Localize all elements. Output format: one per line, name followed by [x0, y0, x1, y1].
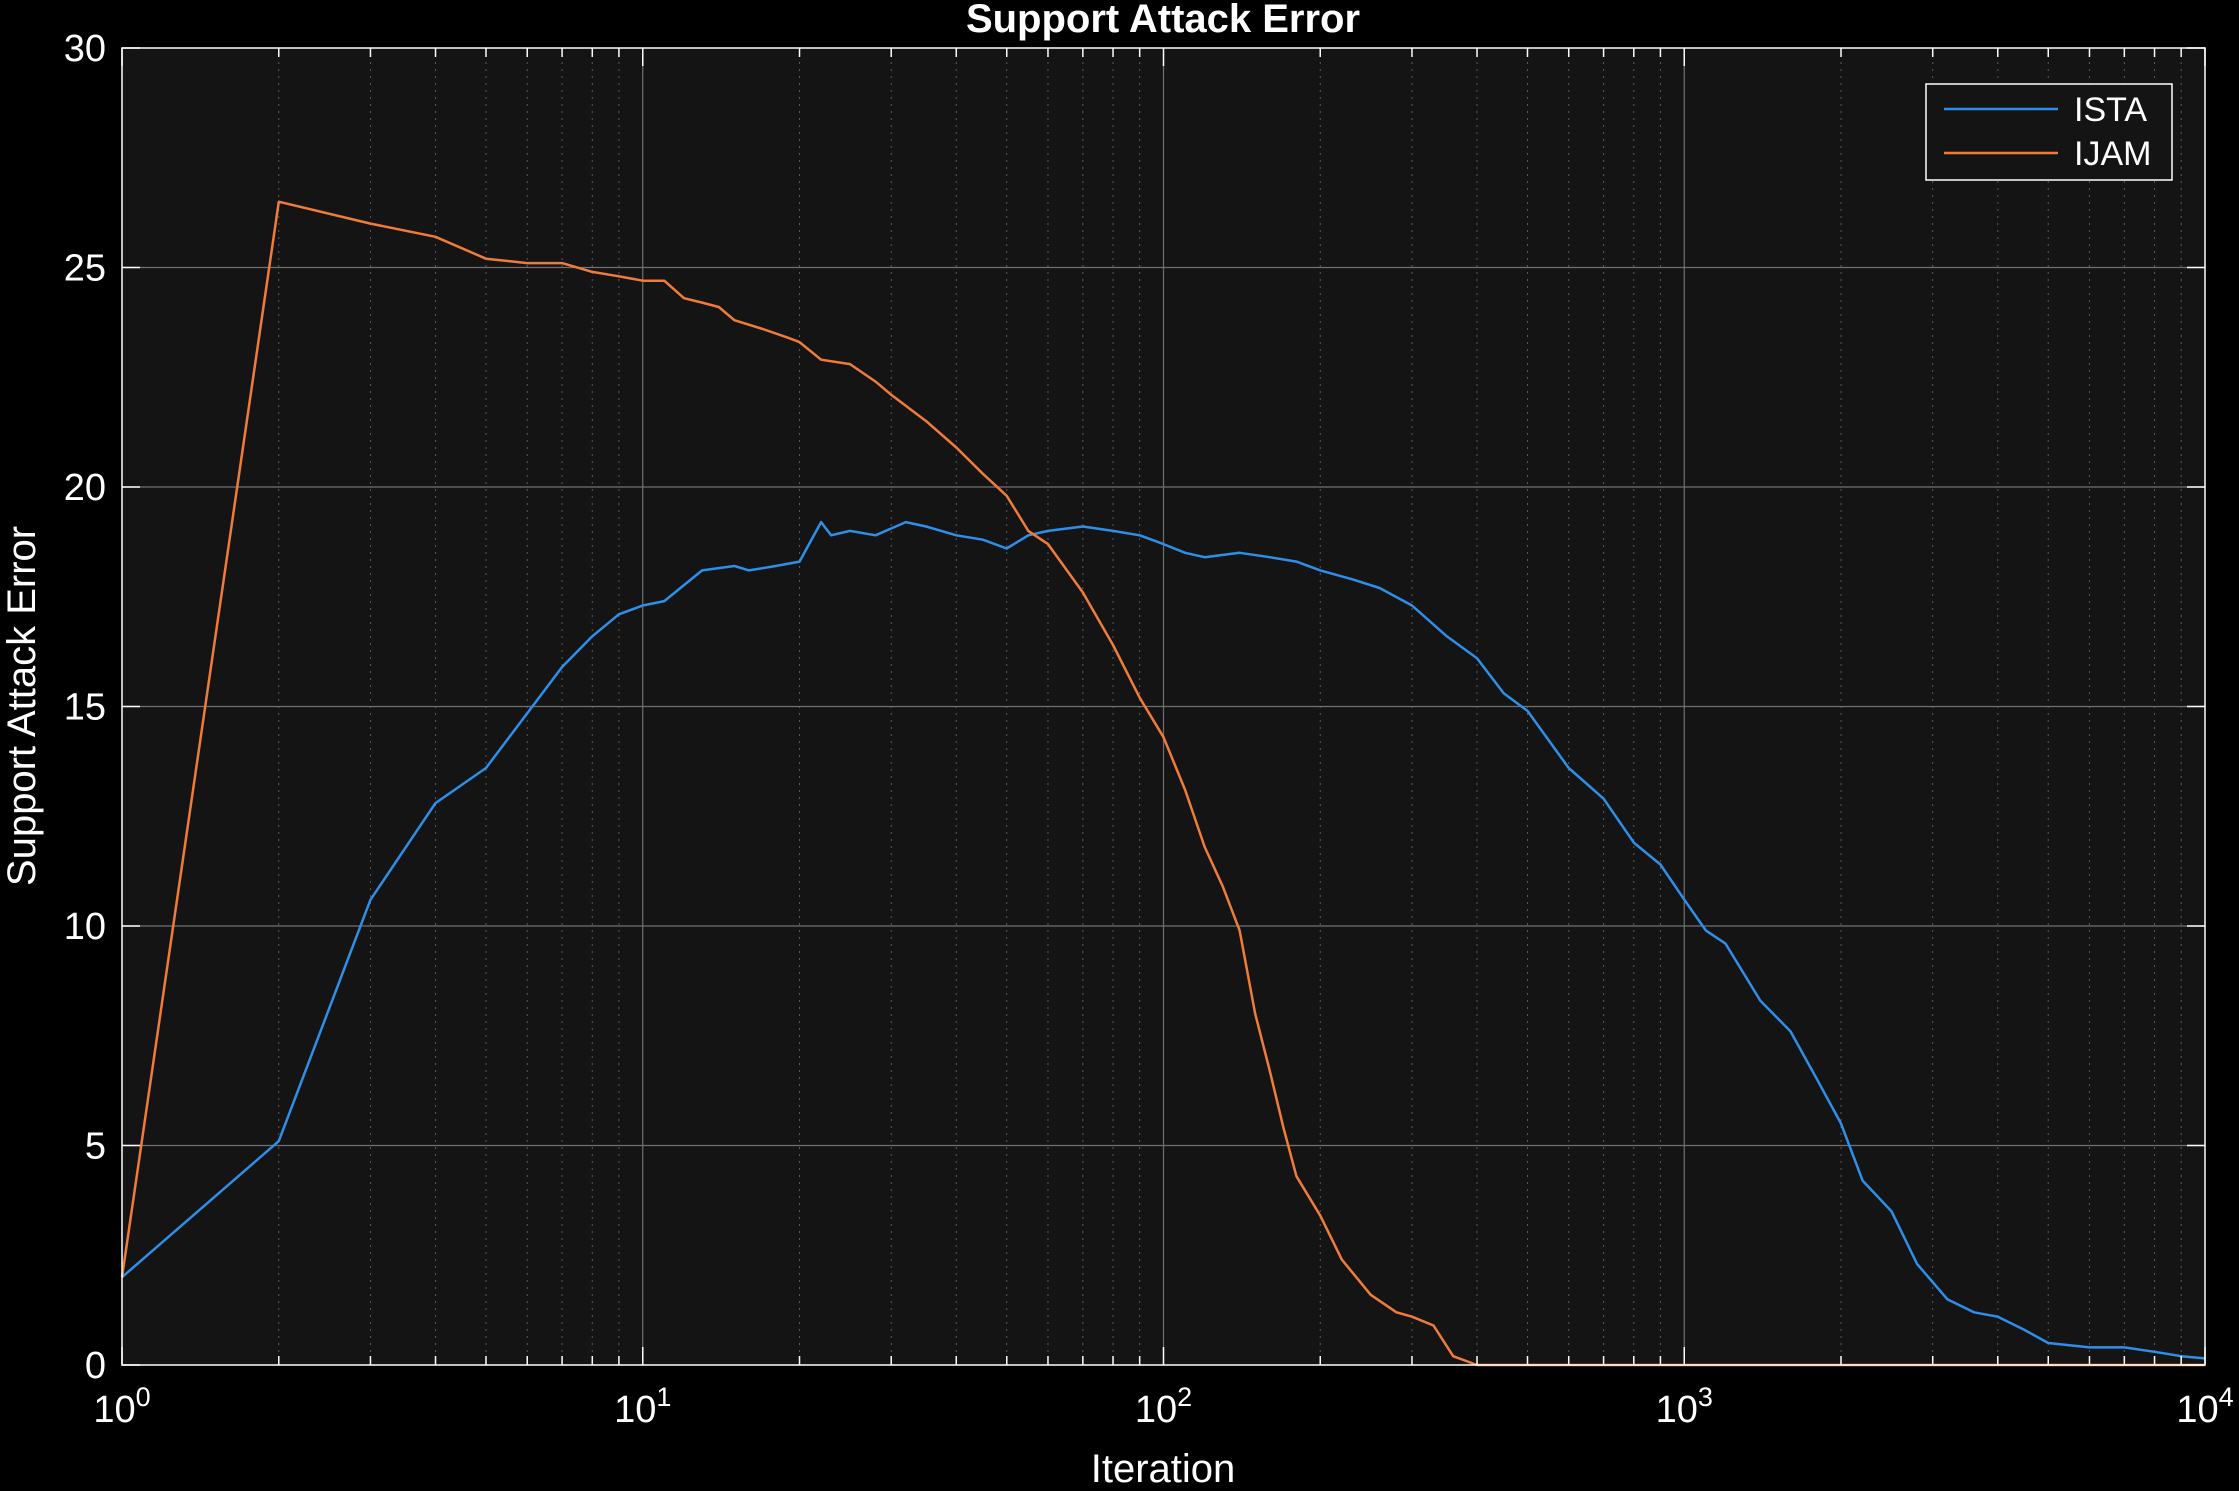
y-tick-label: 30 [64, 28, 106, 70]
y-tick-label: 15 [64, 687, 106, 729]
legend-label-ista: ISTA [2074, 91, 2147, 129]
series-line-ijam [120, 200, 2205, 1367]
grid [122, 48, 2205, 1365]
chart-title: Support Attack Error [966, 0, 1360, 41]
x-tick-label: 103 [1656, 1382, 1713, 1431]
x-tick-label: 100 [93, 1382, 150, 1431]
legend-box [1925, 83, 2173, 181]
y-tick-label: 10 [64, 906, 106, 948]
x-tick-label: 102 [1135, 1382, 1192, 1431]
x-tick-label: 101 [614, 1382, 671, 1431]
legend: ISTA IJAM [1925, 83, 2173, 181]
series-line-ista [121, 520, 2206, 1360]
y-tick-label: 25 [64, 248, 106, 290]
y-tick-label: 0 [85, 1345, 106, 1387]
x-tick-label: 104 [2176, 1382, 2233, 1431]
axis-ticks: 100 101 102 103 104 0 5 10 15 20 25 30 [64, 28, 2234, 1431]
y-tick-label: 20 [64, 467, 106, 509]
y-axis-label: Support Attack Error [0, 526, 44, 886]
series-lines [120, 200, 2206, 1367]
legend-label-ijam: IJAM [2074, 135, 2151, 173]
y-tick-label: 5 [85, 1126, 106, 1168]
x-axis-label: Iteration [1091, 1447, 1236, 1486]
